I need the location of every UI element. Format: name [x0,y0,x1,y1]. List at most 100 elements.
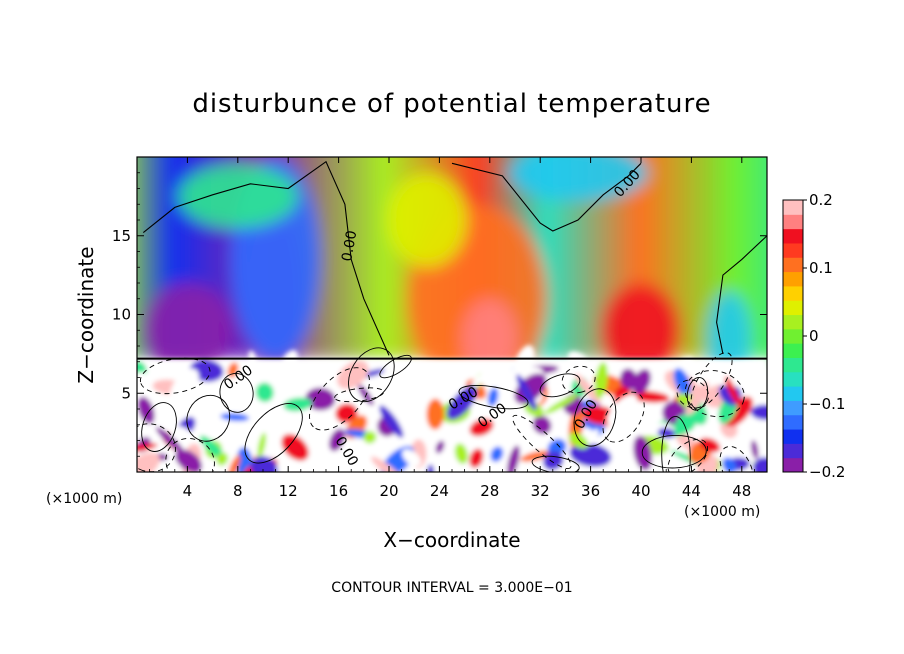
colorbar-segment [783,328,803,344]
colorbar-tick-label: 0.1 [809,259,833,277]
field-cell [402,359,422,397]
y-tick-label: 10 [112,306,131,324]
field-cell [641,399,656,415]
field-cell [750,404,767,420]
plot-area [137,157,767,472]
field-cell [507,445,520,472]
field-cell [532,415,552,435]
colorbar-segment [783,228,803,244]
contour-loop [139,357,211,395]
y-axis-label: Z−coordinate [74,246,98,383]
zero-contour-right [716,235,767,355]
field-cell [724,376,740,406]
field-cell [487,387,499,407]
contour-loop [219,372,254,413]
field-cell [648,359,660,374]
colorbar-segment [783,357,803,373]
field-cell [608,425,620,439]
field-cell [227,362,239,378]
field-cell [724,396,753,427]
contour-loop [348,347,395,403]
x-tick-label: 44 [682,482,701,500]
field-cell [137,443,158,453]
field-cell [467,362,498,392]
colorbar-tick-label: 0.2 [809,191,833,209]
field-blob [508,157,648,202]
field-cell [155,426,185,454]
x-tick-label: 4 [183,482,193,500]
contour-loop [309,367,370,431]
y-axis: 5 10 15 [112,172,767,457]
x-tick-label: 40 [631,482,650,500]
contour-loop [539,373,581,398]
contour-loop [512,414,572,469]
colorbar-segment [783,285,803,301]
contour-interval-note: CONTOUR INTERVAL = 3.000E−01 [331,580,572,596]
field-cell [590,428,599,441]
field-cell [203,396,215,412]
field-cell [469,448,484,468]
x-tick-label: 8 [233,482,243,500]
field-cell [280,365,313,385]
field-cell [255,382,274,403]
field-cell [446,385,477,420]
x-tick-label: 48 [732,482,751,500]
colorbar-segment [783,200,803,215]
colorbar-segment [783,443,803,459]
field-cell [175,449,203,472]
field-cell [137,372,148,388]
colorbar-segment [783,414,803,430]
field-blob [177,164,298,228]
y-tick-label: 15 [112,227,131,245]
field-blob [386,172,467,268]
field-cell [673,368,691,397]
x-tick-label: 36 [581,482,600,500]
field-cell [607,394,638,426]
x-tick-label: 32 [531,482,550,500]
field-cell [379,405,404,438]
x-unit-right: (×1000 m) [684,504,760,520]
field-cell [686,381,709,415]
colorbar-segment [783,214,803,230]
field-cell [250,456,278,472]
contour-loop [531,455,580,472]
field-cell [363,431,377,444]
contour-loop [690,352,733,409]
chart-title: disturbunce of potential temperature [192,89,711,119]
field-cell [370,456,404,472]
field-cell [574,373,602,405]
field-cell [632,369,651,394]
field-cell [337,360,369,390]
contour-loop [719,445,754,472]
contour-lines [137,160,767,472]
colorbar-segment [783,242,803,258]
field-cell [169,368,200,406]
field-cell [257,432,267,458]
field-cell [305,387,336,411]
field-cell [469,418,494,437]
field-cell [741,418,764,458]
field-cell [490,446,504,462]
field-cell [544,393,579,415]
field-blob [142,283,233,378]
field-cell [220,413,250,422]
x-tick-label: 16 [329,482,348,500]
field-cell [751,440,759,459]
field-cell [569,442,612,467]
contour-loop [165,438,215,472]
x-unit-left: (×1000 m) [46,491,122,507]
x-axis: 4 8 12 16 20 24 28 32 36 40 44 48 [149,157,755,500]
contour-loop [573,388,617,447]
field-cell [435,440,445,454]
colorbar-segment [783,257,803,273]
field-cell [426,398,445,430]
colorbar: 0.2 0.1 0 −0.1 −0.2 [782,191,845,481]
contour-loop [244,403,303,464]
x-tick-label: 20 [379,482,398,500]
contour-loop [686,377,709,411]
field-cell [381,361,400,383]
colorbar-segment [783,457,803,473]
contour-loop [458,384,529,410]
field-cell [752,457,767,472]
contour-loop [641,434,707,469]
